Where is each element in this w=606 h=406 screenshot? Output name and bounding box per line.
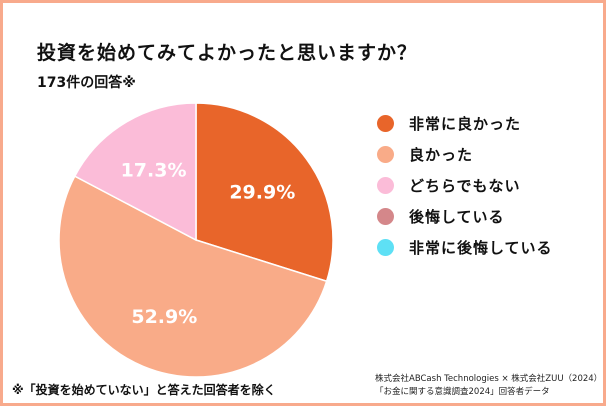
chart-title: 投資を始めてみてよかったと思いますか？ bbox=[37, 42, 418, 64]
legend-swatch bbox=[377, 239, 394, 256]
data-label: 29.9% bbox=[229, 181, 295, 203]
legend-label: 非常に良かった bbox=[409, 115, 522, 133]
data-label: 52.9% bbox=[131, 306, 197, 328]
source: 株式会社ABCash Technologies × 株式会社ZUU（2024） … bbox=[375, 373, 602, 399]
legend-item: 良かった bbox=[377, 139, 553, 170]
legend-label: どちらでもない bbox=[409, 177, 521, 195]
legend-label: 良かった bbox=[409, 146, 474, 164]
legend-label: 非常に後悔している bbox=[409, 239, 553, 257]
pie-slice bbox=[58, 175, 328, 378]
source-line: 株式会社ABCash Technologies × 株式会社ZUU（2024） bbox=[375, 374, 603, 384]
legend-swatch bbox=[377, 115, 394, 132]
legend-swatch bbox=[377, 177, 394, 194]
legend-item: どちらでもない bbox=[377, 170, 553, 201]
data-label: 17.3% bbox=[121, 160, 187, 182]
legend-item: 後悔している bbox=[377, 201, 553, 232]
legend-swatch bbox=[377, 208, 394, 225]
legend: 非常に良かった 良かった どちらでもない 後悔している 非常に後悔している bbox=[377, 108, 553, 263]
source-line: 「お金に関する意識調査2024」回答者データ bbox=[375, 387, 550, 397]
pie-slice bbox=[195, 102, 334, 283]
legend-swatch bbox=[377, 146, 394, 163]
legend-label: 後悔している bbox=[409, 208, 505, 226]
chart-subtitle: 173件の回答※ bbox=[37, 75, 136, 91]
footnote: ※「投資を始めていない」と答えた回答者を除く bbox=[12, 383, 276, 397]
legend-item: 非常に後悔している bbox=[377, 232, 553, 263]
legend-item: 非常に良かった bbox=[377, 108, 553, 139]
pie-slice bbox=[73, 102, 197, 242]
